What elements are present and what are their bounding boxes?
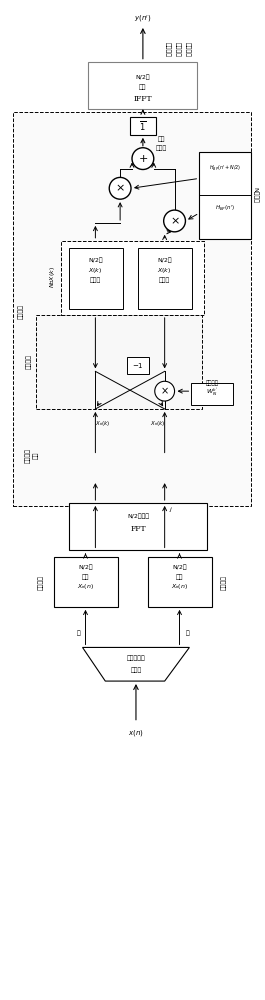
Text: $y(n')$: $y(n')$ xyxy=(134,14,152,25)
Text: $X_{偶}(n)$: $X_{偶}(n)$ xyxy=(77,583,94,591)
Text: 相关结果: 相关结果 xyxy=(185,42,190,57)
Bar xyxy=(191,383,233,405)
Bar xyxy=(36,315,202,409)
Text: 奇: 奇 xyxy=(186,631,189,636)
Circle shape xyxy=(132,148,154,170)
Bar xyxy=(54,557,118,607)
Text: 缓存: 缓存 xyxy=(82,574,89,580)
Text: 加法器: 加法器 xyxy=(156,145,167,151)
Circle shape xyxy=(155,381,175,401)
Text: $N$点$X(k)$: $N$点$X(k)$ xyxy=(48,266,57,288)
Text: N/2点复数: N/2点复数 xyxy=(127,513,149,519)
Text: $\times$: $\times$ xyxy=(160,386,169,396)
Text: $X(k)$: $X(k)$ xyxy=(88,266,103,275)
Bar xyxy=(13,112,251,506)
Bar xyxy=(127,357,149,374)
Text: N/2点: N/2点 xyxy=(88,258,103,263)
Text: 匹配滤波: 匹配滤波 xyxy=(175,42,180,57)
Text: IFFT: IFFT xyxy=(134,95,152,103)
Bar xyxy=(130,117,156,135)
Text: 复数: 复数 xyxy=(158,136,165,142)
Text: 分离: 分离 xyxy=(33,452,39,459)
Text: 频谱合成: 频谱合成 xyxy=(26,354,32,369)
Text: 旋转因子: 旋转因子 xyxy=(206,380,219,386)
Bar xyxy=(138,248,192,309)
Circle shape xyxy=(164,210,186,232)
Circle shape xyxy=(109,177,131,199)
Text: N/2点: N/2点 xyxy=(136,75,150,80)
Text: $\overline{1}$: $\overline{1}$ xyxy=(139,119,147,133)
Text: $x(n)$: $x(n)$ xyxy=(128,728,144,738)
Text: 奇存储器: 奇存储器 xyxy=(221,575,227,590)
Bar xyxy=(69,503,207,550)
Text: 前一半: 前一半 xyxy=(90,278,101,283)
Text: N/2点: N/2点 xyxy=(78,564,93,570)
Polygon shape xyxy=(82,647,189,681)
Text: $X_{偶}(k)$: $X_{偶}(k)$ xyxy=(95,420,111,428)
Text: 串行转并行: 串行转并行 xyxy=(127,656,145,661)
Bar xyxy=(89,62,197,109)
Text: N/2点: N/2点 xyxy=(157,258,172,263)
Text: 扩频信号: 扩频信号 xyxy=(165,42,170,57)
Text: 复数: 复数 xyxy=(139,85,147,90)
Text: $H_{BP}(n^{\prime}+N/2)$: $H_{BP}(n^{\prime}+N/2)$ xyxy=(209,164,241,173)
Text: 偶存储器: 偶存储器 xyxy=(38,575,44,590)
Bar xyxy=(199,152,251,239)
Text: 后一半: 后一半 xyxy=(159,278,170,283)
Bar xyxy=(69,248,123,309)
Text: 系数匹配: 系数匹配 xyxy=(18,304,24,319)
Text: N/2点: N/2点 xyxy=(172,564,187,570)
Text: $\times$: $\times$ xyxy=(170,216,179,226)
Text: $\times$: $\times$ xyxy=(115,183,125,193)
Text: $W_N^{k'}$: $W_N^{k'}$ xyxy=(206,387,218,398)
Text: $X(k)$: $X(k)$ xyxy=(157,266,172,275)
Text: 奇偶频谱: 奇偶频谱 xyxy=(25,448,31,463)
Text: $+$: $+$ xyxy=(138,153,148,164)
Text: $X_{奇}(k)$: $X_{奇}(k)$ xyxy=(150,420,165,428)
Text: $H_{BP}(n^{\prime})$: $H_{BP}(n^{\prime})$ xyxy=(215,203,235,213)
Text: N点系数: N点系数 xyxy=(252,187,258,203)
Text: $-1$: $-1$ xyxy=(132,361,144,370)
Text: 缓存: 缓存 xyxy=(176,574,183,580)
Text: 偶: 偶 xyxy=(77,631,81,636)
Bar xyxy=(148,557,212,607)
Text: FFT: FFT xyxy=(130,525,146,533)
Bar xyxy=(61,241,204,315)
Text: $X_{奇}(n)$: $X_{奇}(n)$ xyxy=(171,583,188,591)
Text: $j$: $j$ xyxy=(169,505,174,514)
Text: 处理器: 处理器 xyxy=(130,667,142,673)
